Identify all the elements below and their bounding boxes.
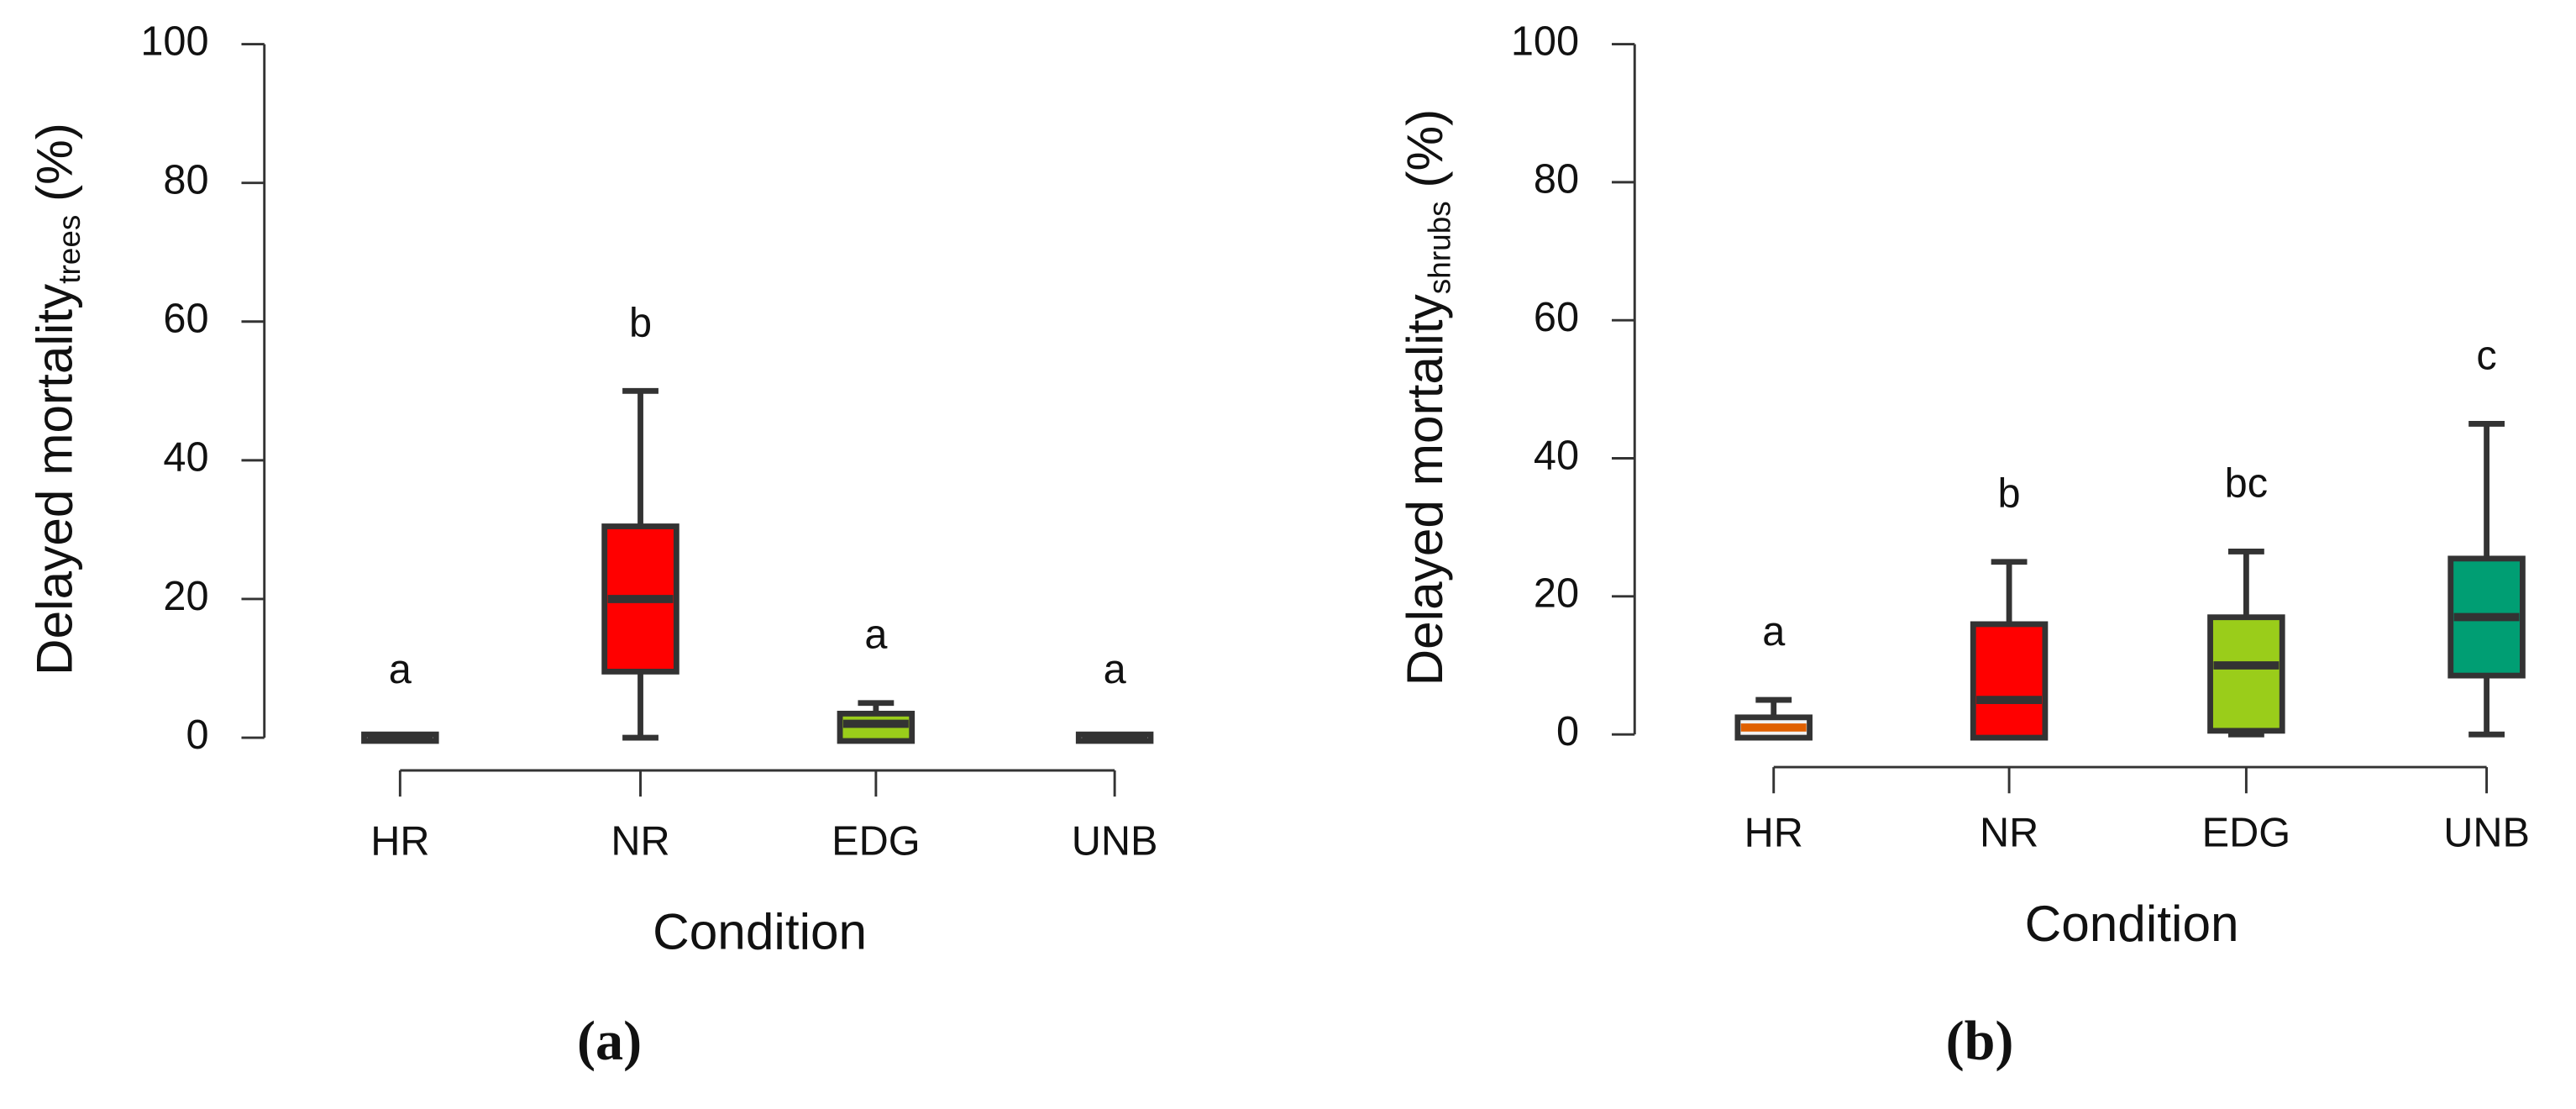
significance-letter: b [629,300,652,345]
significance-letter: a [864,612,888,658]
y-tick-label: 0 [186,712,208,758]
x-tick-label: NR [611,818,669,864]
y-tick-label: 100 [140,18,208,64]
y-tick-label: 40 [163,435,208,481]
y-tick-label: 60 [1534,295,1579,340]
x-tick-label: EDG [832,818,920,864]
x-tick-label: HR [1744,811,1803,856]
significance-letter: b [1998,471,2021,517]
significance-letter: bc [2225,460,2268,506]
y-axis-label: Delayed mortalityshrubs (%) [1396,109,1456,686]
y-tick-label: 40 [1534,433,1579,478]
y-label-unit: (%) [25,123,82,202]
box [2207,614,2285,734]
significance-letter: a [389,647,412,692]
y-tick-label: 20 [163,574,208,619]
x-tick-label: UNB [1072,818,1158,864]
y-axis-label: Delayed mortalitytrees (%) [25,123,86,675]
y-tick-label: 100 [1511,18,1579,64]
y-tick-label: 60 [163,297,208,342]
y-label-sub: shrubs [1422,201,1456,294]
y-tick-label: 80 [1534,157,1579,202]
x-tick-label: EDG [2202,811,2290,856]
y-label-sub: trees [52,215,87,284]
x-axis-label: Condition [2025,895,2239,952]
panel-label: (a) [577,1011,642,1072]
significance-letter: a [1762,609,1786,654]
y-tick-label: 80 [163,158,208,203]
x-tick-label: NR [1980,811,2038,856]
significance-letter: a [1104,647,1127,692]
x-axis-label: Condition [653,903,867,960]
x-tick-label: HR [370,818,429,864]
panel-label: (b) [1946,1011,2014,1072]
y-tick-label: 0 [1556,709,1579,754]
x-tick-label: UNB [2443,811,2530,856]
y-label-main: Delayed mortality [1396,293,1453,686]
significance-letter: c [2476,333,2496,378]
y-label-unit: (%) [1396,109,1453,188]
y-tick-label: 20 [1534,571,1579,617]
y-label-main: Delayed mortality [25,283,82,675]
box [1970,621,2049,741]
